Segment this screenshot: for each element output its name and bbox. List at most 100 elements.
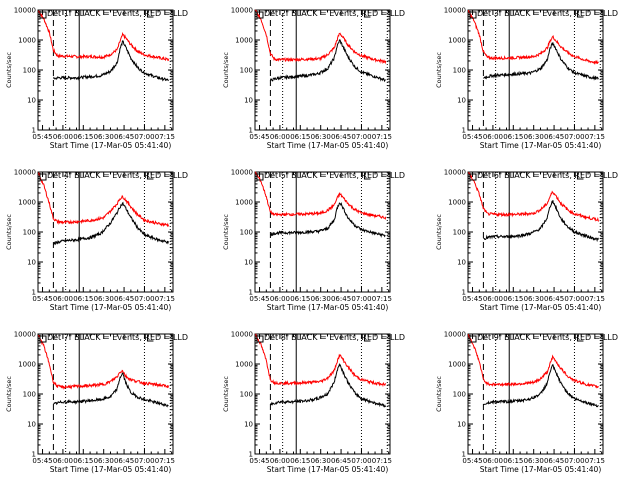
corner-marker (39, 11, 47, 19)
y-tick-label: 10000 (444, 331, 466, 339)
corner-marker (256, 335, 264, 343)
corner-marker (39, 173, 47, 181)
y-tick-label: 1 (249, 127, 253, 135)
x-tick-label: 06:00 (53, 295, 73, 303)
x-tick-label: 07:15 (585, 295, 605, 303)
y-axis-label: Counts/sec (222, 376, 230, 412)
x-tick-label: 06:45 (331, 295, 351, 303)
x-tick-label: 06:30 (94, 457, 114, 465)
y-tick-label: 1 (462, 451, 466, 459)
x-tick-label: 06:30 (311, 295, 331, 303)
corner-marker (146, 11, 154, 18)
panel-title: Det 4f BLACK = Events, RED = LLD (47, 171, 188, 180)
detector-panel-7: 1 10 100 1000 10000 05:45 06:00 06:15 06:30 06:45… (5, 331, 188, 475)
plot-frame (467, 333, 604, 455)
x-tick-label: 06:30 (524, 295, 544, 303)
x-tick-label: 05:45 (462, 295, 482, 303)
y-tick-label: 10000 (14, 331, 36, 339)
x-tick-label: 06:15 (503, 133, 523, 141)
x-axis-label: Start Time (17-Mar-05 05:41:40) (50, 465, 172, 474)
plot-frame (37, 171, 174, 293)
lld-rate-line (468, 9, 599, 66)
y-tick-label: 10 (27, 421, 36, 429)
y-tick-label: 10000 (444, 169, 466, 177)
detector-panel-3: 1 10 100 1000 10000 05:45 06:00 06:15 06:30 06:45… (435, 7, 618, 151)
x-tick-label: 07:15 (155, 295, 175, 303)
x-tick-label: 06:30 (94, 295, 114, 303)
x-tick-label: 06:30 (524, 457, 544, 465)
y-tick-label: 100 (453, 229, 466, 237)
x-axis-label: Start Time (17-Mar-05 05:41:40) (267, 141, 389, 150)
corner-marker (256, 173, 264, 181)
x-tick-label: 07:00 (134, 295, 154, 303)
y-tick-label: 1 (462, 289, 466, 297)
y-tick-label: 100 (240, 229, 253, 237)
x-tick-label: 06:45 (544, 295, 564, 303)
plot-frame (254, 9, 391, 131)
corner-marker (39, 335, 47, 343)
x-tick-label: 05:45 (32, 133, 52, 141)
x-tick-label: 06:30 (311, 457, 331, 465)
y-tick-label: 100 (240, 67, 253, 75)
panel-title: Det 1f BLACK = Events, RED = LLD (47, 9, 188, 18)
events-rate-line (52, 40, 169, 82)
detector-panel-2: 1 10 100 1000 10000 05:45 06:00 06:15 06:30 06:45… (222, 7, 405, 151)
x-tick-label: 06:15 (290, 457, 310, 465)
y-tick-label: 100 (23, 229, 36, 237)
panel-title: Det 9f BLACK = Events, RED = LLD (477, 333, 618, 342)
events-rate-line (270, 202, 386, 238)
x-tick-label: 06:15 (503, 295, 523, 303)
x-tick-label: 07:15 (585, 457, 605, 465)
plot-frame (37, 9, 174, 131)
x-tick-label: 07:00 (351, 295, 371, 303)
y-tick-label: 1 (249, 451, 253, 459)
y-tick-label: 1 (32, 451, 36, 459)
corner-marker (469, 173, 477, 181)
y-axis-label: Counts/sec (5, 214, 13, 250)
y-tick-label: 10 (244, 97, 253, 105)
corner-marker (146, 335, 154, 342)
x-tick-label: 07:00 (564, 457, 584, 465)
plot-frame (37, 333, 174, 455)
events-rate-line (269, 362, 386, 408)
y-tick-label: 1 (249, 289, 253, 297)
x-tick-label: 06:30 (311, 133, 331, 141)
events-rate-line (482, 363, 599, 408)
y-tick-label: 1000 (235, 37, 253, 45)
events-rate-line (52, 201, 169, 246)
lld-rate-line (468, 171, 600, 222)
y-tick-label: 10000 (231, 331, 253, 339)
y-tick-label: 10000 (231, 169, 253, 177)
x-tick-label: 06:00 (270, 295, 290, 303)
y-tick-label: 1 (462, 127, 466, 135)
y-axis-label: Counts/sec (5, 52, 13, 88)
panel-title: Det 2f BLACK = Events, RED = LLD (264, 9, 405, 18)
corner-marker (576, 335, 584, 342)
detector-panel-8: 1 10 100 1000 10000 05:45 06:00 06:15 06:30 06:45… (222, 331, 405, 475)
x-tick-label: 07:15 (372, 133, 392, 141)
y-tick-label: 1000 (448, 37, 466, 45)
events-rate-line (483, 42, 599, 81)
y-tick-label: 10 (244, 259, 253, 267)
detector-panel-6: 1 10 100 1000 10000 05:45 06:00 06:15 06:30 06:45… (435, 169, 618, 313)
y-tick-label: 1000 (18, 361, 36, 369)
x-tick-label: 06:00 (53, 457, 73, 465)
x-tick-label: 06:15 (290, 133, 310, 141)
y-axis-label: Counts/sec (435, 52, 443, 88)
corner-marker (469, 11, 477, 19)
x-tick-label: 07:00 (134, 133, 154, 141)
x-tick-label: 07:15 (372, 457, 392, 465)
x-axis-label: Start Time (17-Mar-05 05:41:40) (50, 303, 172, 312)
x-axis-label: Start Time (17-Mar-05 05:41:40) (267, 303, 389, 312)
y-tick-label: 10 (244, 421, 253, 429)
events-rate-line (269, 39, 386, 83)
x-tick-label: 05:45 (32, 457, 52, 465)
panel-title: Det 3f BLACK = Events, RED = LLD (477, 9, 618, 18)
x-tick-label: 06:15 (290, 295, 310, 303)
x-tick-label: 05:45 (249, 133, 269, 141)
detector-panel-5: 1 10 100 1000 10000 05:45 06:00 06:15 06:30 06:45… (222, 169, 405, 313)
detector-panel-9: 1 10 100 1000 10000 05:45 06:00 06:15 06:30 06:45… (435, 331, 618, 475)
y-tick-label: 1000 (235, 361, 253, 369)
detector-panel-4: 1 10 100 1000 10000 05:45 06:00 06:15 06:30 06:45… (5, 169, 188, 313)
y-tick-label: 10000 (231, 7, 253, 15)
